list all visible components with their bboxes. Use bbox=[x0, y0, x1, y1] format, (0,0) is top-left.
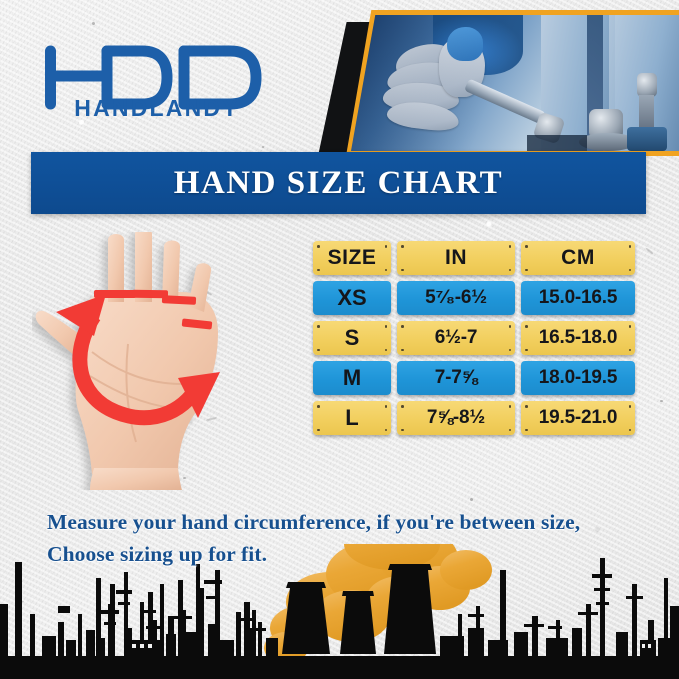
hero-photo-block bbox=[318, 0, 679, 156]
cell-in: 5⁷⁄₈-6½ bbox=[397, 281, 515, 315]
paper-speck bbox=[470, 498, 473, 501]
table-row: L 7⅝-8½ 19.5-21.0 bbox=[313, 401, 635, 435]
caption-line-1: Measure your hand circumference, if you'… bbox=[47, 510, 581, 534]
paper-speck bbox=[660, 400, 663, 402]
caption-line-2: Choose sizing up for fit. bbox=[47, 542, 268, 566]
brand-name: HANDLANDY bbox=[74, 95, 240, 121]
cell-cm: 18.0-19.5 bbox=[521, 361, 635, 395]
cell-size: L bbox=[313, 401, 391, 435]
cell-in: 6½-7 bbox=[397, 321, 515, 355]
table-header-row: SIZE IN CM bbox=[313, 241, 635, 275]
table-row: M 7-7⅝ 18.0-19.5 bbox=[313, 361, 635, 395]
paper-speck bbox=[262, 146, 264, 148]
paper-fleck bbox=[645, 247, 654, 255]
table-row: S 6½-7 16.5-18.0 bbox=[313, 321, 635, 355]
industrial-factory-skyline bbox=[0, 558, 679, 679]
cell-size: S bbox=[313, 321, 391, 355]
table-header-in: IN bbox=[397, 241, 515, 275]
table-header-size: SIZE bbox=[313, 241, 391, 275]
table-row: XS 5⁷⁄₈-6½ 15.0-16.5 bbox=[313, 281, 635, 315]
measurement-instructions: Measure your hand circumference, if you'… bbox=[47, 506, 647, 570]
hand-measure-illustration bbox=[32, 228, 282, 490]
circumference-arrow-icon bbox=[56, 294, 220, 426]
paper-speck bbox=[183, 477, 186, 479]
hd-monogram-icon bbox=[45, 45, 262, 110]
cell-size: M bbox=[313, 361, 391, 395]
cell-cm: 16.5-18.0 bbox=[521, 321, 635, 355]
cell-cm: 19.5-21.0 bbox=[521, 401, 635, 435]
size-chart-table: SIZE IN CM XS 5⁷⁄₈-6½ 15.0-16.5 S 6½-7 1… bbox=[313, 241, 635, 441]
paper-speck bbox=[92, 22, 95, 25]
cell-cm: 15.0-16.5 bbox=[521, 281, 635, 315]
brand-logo bbox=[44, 38, 274, 124]
table-header-cm: CM bbox=[521, 241, 635, 275]
hand-size-chart-banner: HAND SIZE CHART bbox=[31, 152, 646, 214]
hand-with-circumference-arrow-icon bbox=[35, 228, 220, 490]
cell-in: 7-7⅝ bbox=[397, 361, 515, 395]
cell-in: 7⅝-8½ bbox=[397, 401, 515, 435]
page-title: HAND SIZE CHART bbox=[173, 164, 504, 201]
worker-gloves-photo bbox=[351, 15, 679, 151]
cell-size: XS bbox=[313, 281, 391, 315]
